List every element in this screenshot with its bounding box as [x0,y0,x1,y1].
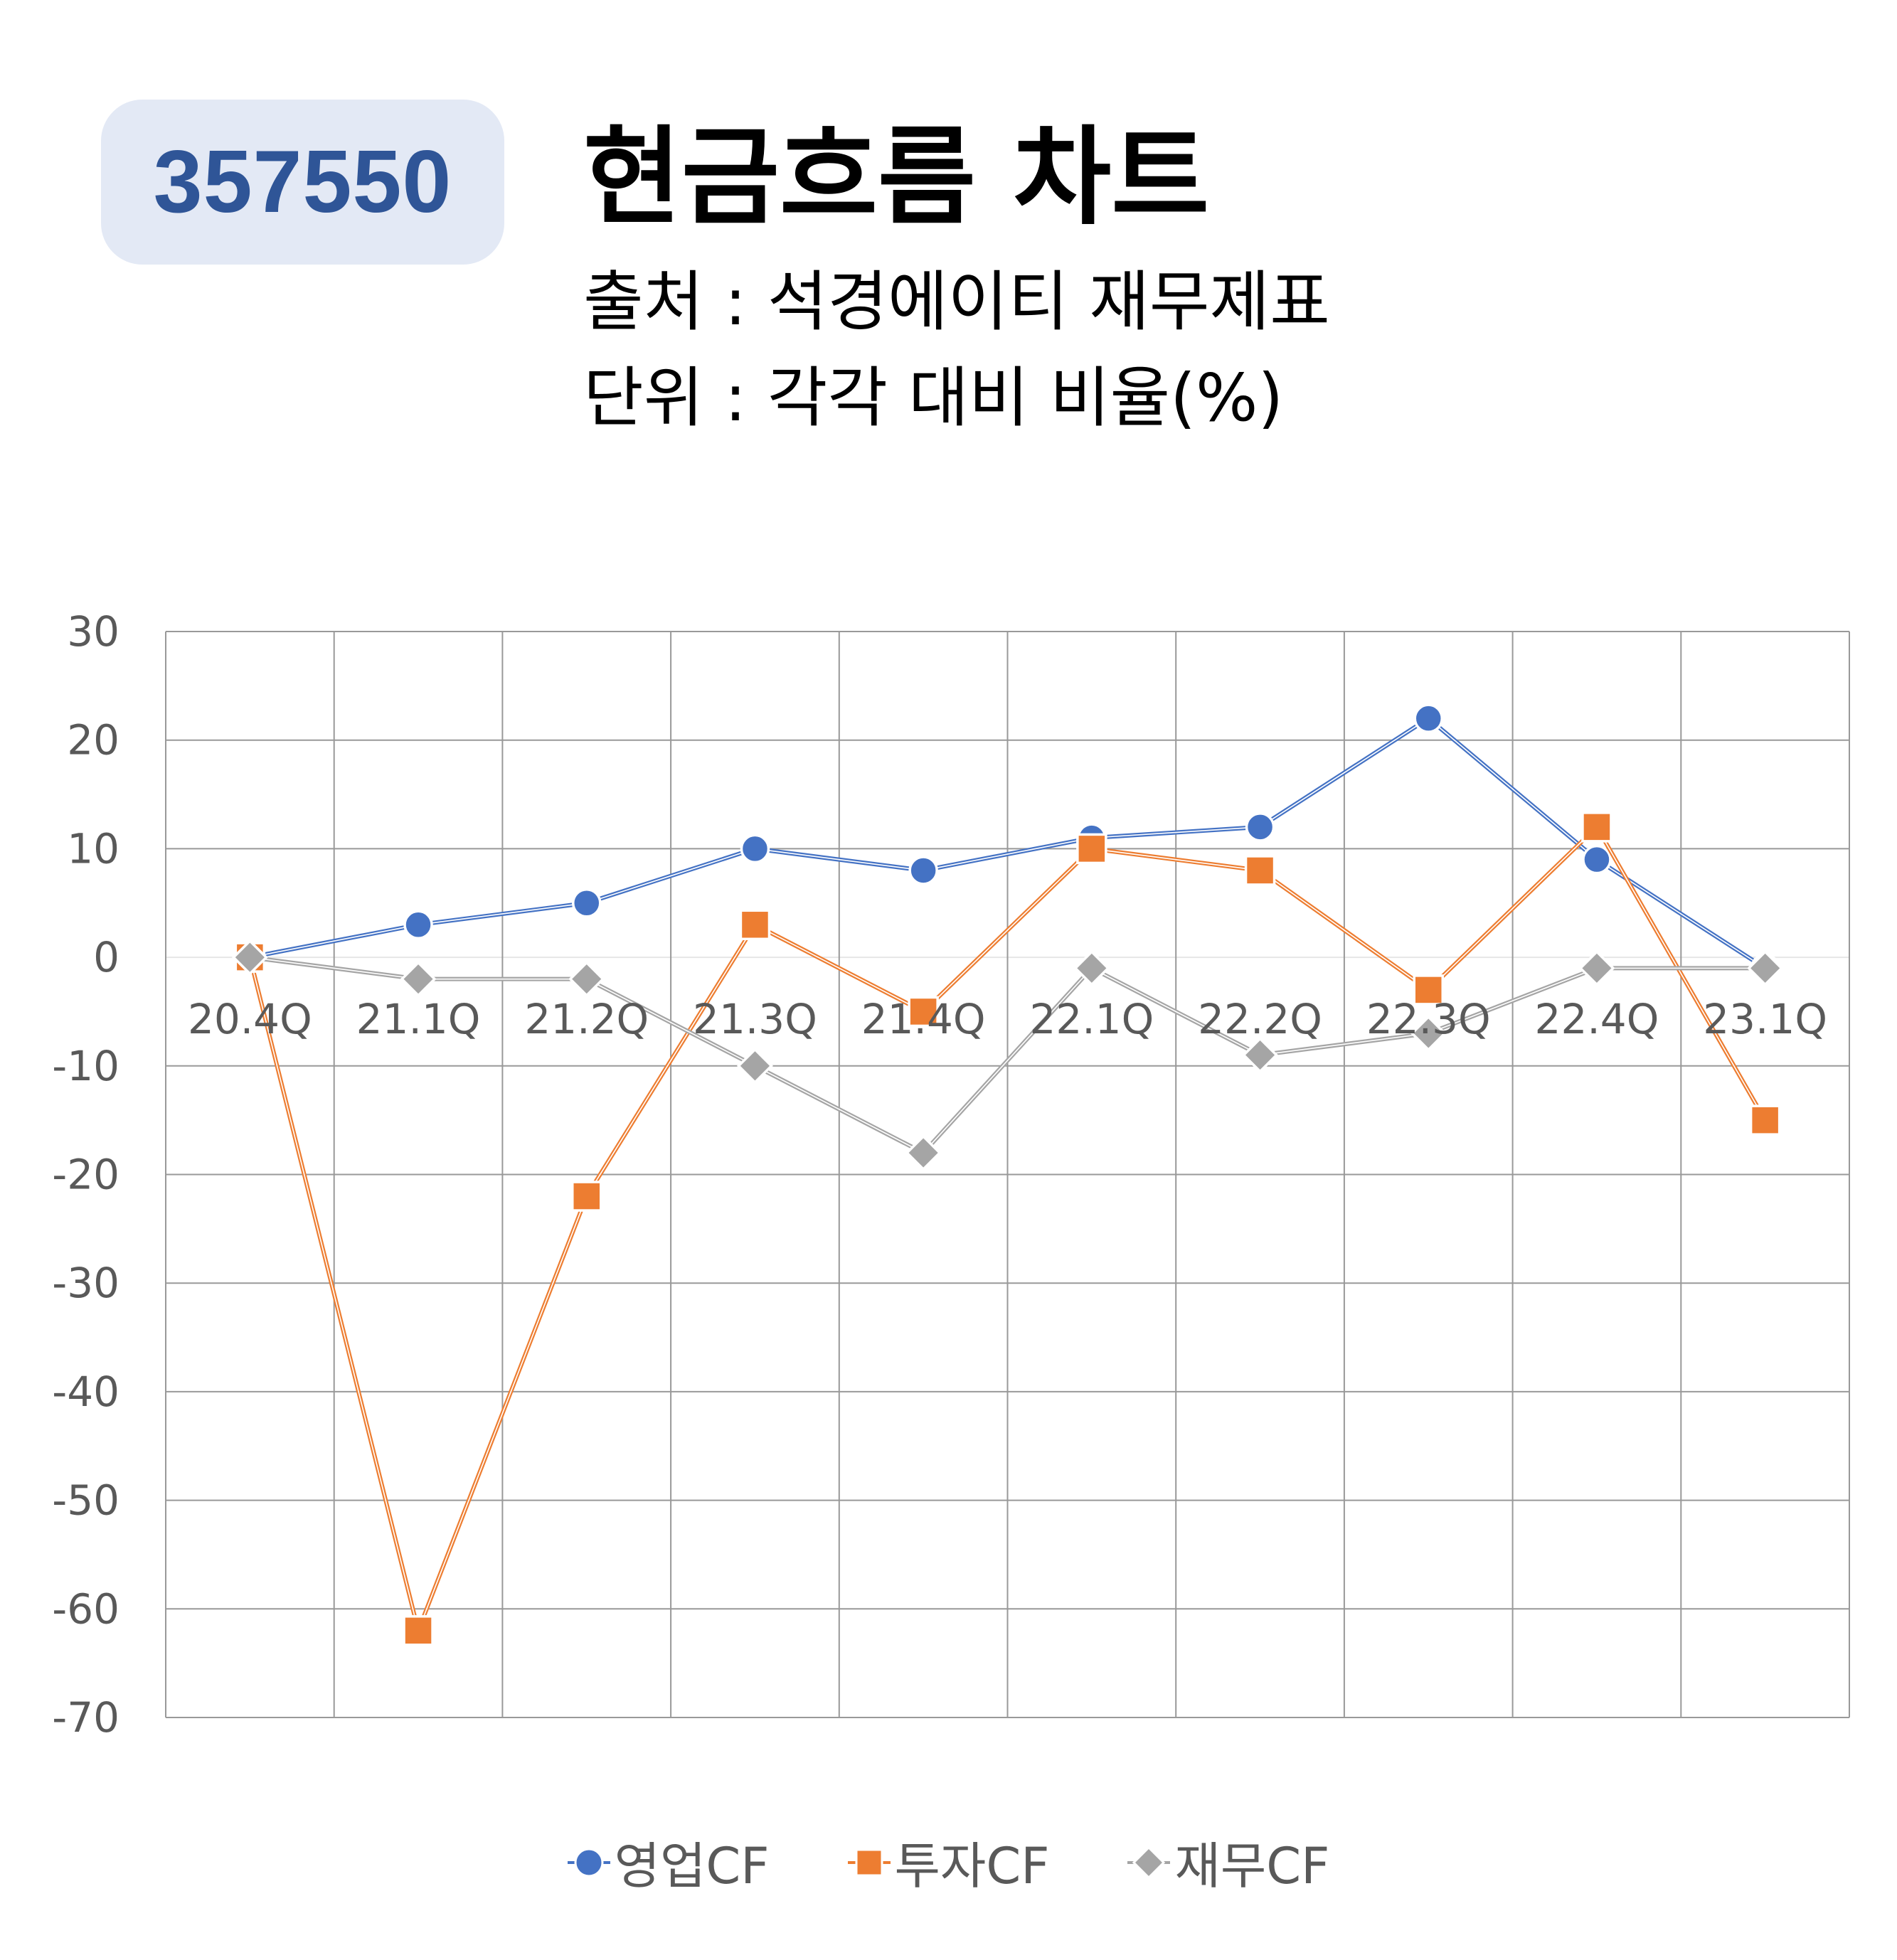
chart-series [231,703,1784,1646]
data-point [1076,833,1107,865]
series-operating [235,703,1780,984]
data-point [1578,949,1615,986]
y-tick-label: -30 [52,1259,119,1307]
source-note: 출처 : 석경에이티 재무제표 [583,264,1330,340]
x-tick-label: 20.4Q [188,995,312,1043]
series-line-highlight [250,957,1765,1154]
data-point [403,1615,434,1646]
data-point [1244,855,1276,886]
data-point [908,996,939,1028]
data-point [1245,812,1275,842]
data-point [905,1134,942,1171]
circle-marker-icon [567,1848,610,1877]
legend-item-operating: 영업CF [567,1826,770,1898]
x-tick-label: 21.1Q [356,995,481,1043]
data-point [1581,811,1612,843]
y-axis-ticks: 30 20 10 0 -10 -20 -30 -40 -50 -60 -70 [52,607,119,1742]
legend-item-investing: 투자CF [847,1826,1050,1898]
data-point [736,1048,773,1085]
y-tick-label: -50 [52,1476,119,1525]
y-tick-label: -20 [52,1151,119,1199]
data-point [403,910,433,940]
data-point [1582,844,1612,875]
data-point [1073,949,1110,986]
y-tick-label: 10 [67,824,119,873]
data-point [231,939,268,976]
data-point [908,856,938,885]
x-tick-label: 22.4Q [1535,995,1659,1043]
x-tick-label: 21.3Q [693,995,817,1043]
y-tick-label: -60 [52,1584,119,1633]
y-tick-label: -70 [52,1693,119,1742]
legend-label-operating: 영업CF [614,1837,770,1895]
series-financing [231,939,1784,1171]
data-point [1747,949,1784,986]
data-point [568,961,605,998]
series-line-highlight [249,826,1766,1631]
x-tick-label: 22.1Q [1029,995,1154,1043]
diamond-marker-icon [1127,1846,1171,1879]
chart-title: 현금흐름 차트 [583,116,1210,240]
square-marker-icon [847,1848,891,1876]
x-tick-label: 21.2Q [524,995,649,1043]
legend-label-investing: 투자CF [894,1837,1050,1895]
chart-grid [165,631,1850,1718]
data-point [572,888,602,918]
data-point [571,1181,602,1212]
series-line-highlight [250,718,1766,969]
x-tick-label: 21.4Q [861,995,986,1043]
data-point [1410,1015,1447,1052]
legend-label-financing: 재무CF [1174,1837,1330,1895]
y-tick-label: 30 [67,607,119,656]
stock-code-badge: 357550 [101,100,504,265]
stock-code: 357550 [153,133,452,231]
data-point [1749,1104,1781,1136]
data-point [739,909,771,941]
x-tick-label: 23.1Q [1703,995,1827,1043]
unit-note: 단위 : 각각 대비 비율(%) [583,360,1284,436]
data-point [1242,1037,1279,1074]
data-point [1413,974,1444,1006]
y-tick-label: 0 [93,933,119,981]
data-point [400,961,437,998]
x-tick-label: 22.2Q [1198,995,1322,1043]
legend-item-financing: 재무CF [1127,1826,1329,1898]
y-tick-label: -40 [52,1368,119,1416]
y-tick-label: -10 [52,1042,119,1090]
data-point [1413,703,1443,733]
x-tick-label: 22.3Q [1366,995,1491,1043]
data-point [740,833,770,864]
chart-legend: 영업CF 투자CF 재무CF [0,1826,1897,1898]
y-tick-label: 20 [67,716,119,765]
x-axis-ticks: 20.4Q 21.1Q 21.2Q 21.3Q 21.4Q 22.1Q 22.2Q 22.3Q… [188,995,1827,1043]
